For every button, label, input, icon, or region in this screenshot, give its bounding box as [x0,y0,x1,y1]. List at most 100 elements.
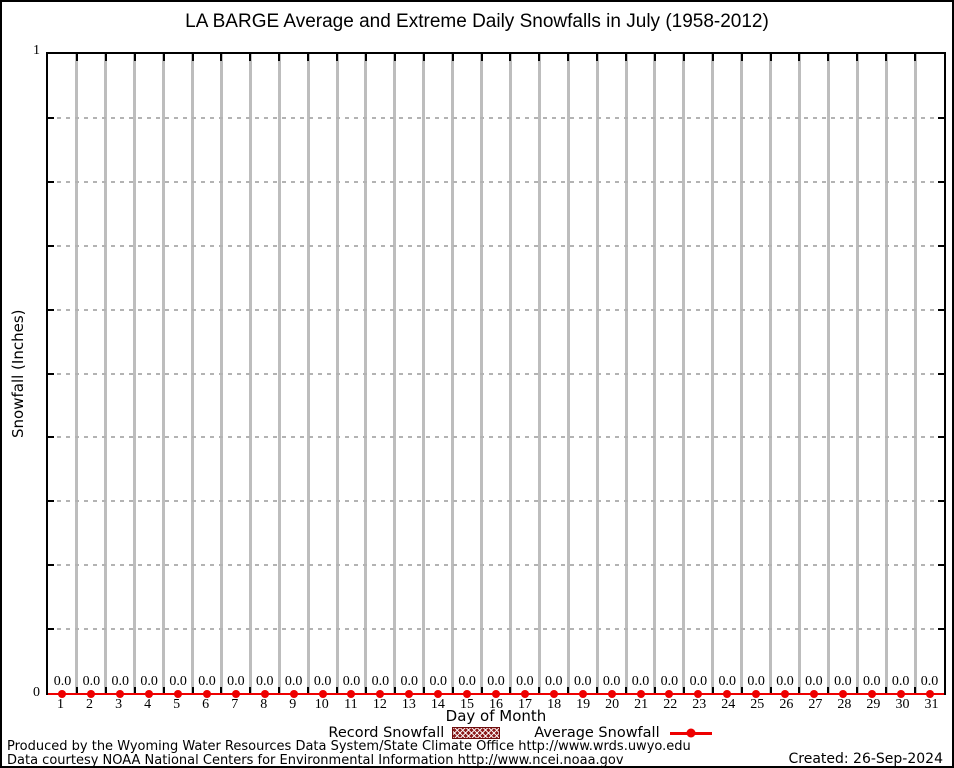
x-boundary-tick-top [682,54,685,61]
point-value-label: 0.0 [689,674,708,689]
point-value-label: 0.0 [140,674,158,689]
x-boundary-tick-top [278,54,281,61]
point-value-label: 0.0 [891,674,910,689]
x-boundary-tick-top [451,54,454,61]
average-snowfall-point [231,690,240,698]
x-boundary-tick-bottom [422,687,425,693]
y-tick-left [48,308,54,311]
x-tick-label: 11 [344,697,358,712]
y-gridline-dotted [48,372,944,375]
average-snowfall-point [463,690,472,698]
x-tick-label: 5 [173,697,181,712]
x-boundary-tick-bottom [133,687,136,693]
x-tick-label: 19 [576,697,591,712]
average-snowfall-point [434,690,443,698]
x-boundary-tick-bottom [307,687,310,693]
x-tick-label: 26 [779,697,794,712]
y-gridline-dotted [48,628,944,631]
x-boundary-tick-top [162,54,165,61]
y-tick-left [48,436,54,439]
point-value-label: 0.0 [53,674,72,689]
x-tick-label: 2 [86,697,94,712]
x-boundary-tick-top [856,54,859,61]
y-gridline-dotted [48,116,944,119]
y-tick-right [938,436,944,439]
point-value-label: 0.0 [516,674,534,689]
point-value-label: 0.0 [834,674,852,689]
y-gridline-dotted [48,308,944,311]
y-tick-left [48,180,54,183]
average-snowfall-point [694,690,703,698]
plot-area: 0.0 0.0 0.0 0.0 0.0 0.0 0.0 0.0 0.0 0.0 0.0 0.0 0.0 0… [46,52,946,698]
x-boundary-tick-top [740,54,743,61]
x-tick-labels: 1 2 3 4 5 6 7 8 9 10 11 12 13 14 15 16 17 18 19 20 21 22 23 24 2… [46,698,946,714]
x-boundary-tick-top [798,54,801,61]
x-tick-label: 20 [605,697,620,712]
average-snowfall-point [145,690,154,698]
x-boundary-tick-bottom [740,687,743,693]
x-tick-label: 9 [289,697,297,712]
x-tick-label: 10 [314,697,329,712]
point-value-label: 0.0 [256,674,274,689]
x-tick-label: 27 [808,697,823,712]
point-value-label: 0.0 [487,674,505,689]
x-boundary-tick-bottom [827,687,830,693]
x-boundary-tick-bottom [769,687,772,693]
x-boundary-tick-top [307,54,310,61]
average-snowfall-point [867,690,876,698]
x-boundary-tick-top [422,54,425,61]
footer-data-courtesy: Data courtesy NOAA National Centers for … [7,753,624,768]
x-tick-label: 31 [924,697,939,712]
average-snowfall-point [492,690,500,698]
x-boundary-tick-bottom [509,687,512,693]
y-tick-right [938,564,944,567]
x-tick-label: 21 [634,697,649,712]
y-tick-left [48,116,54,119]
point-value-label: 0.0 [862,674,881,689]
x-axis-title: Day of Month [445,707,547,725]
average-snowfall-point [809,690,818,698]
point-value-label: 0.0 [631,674,650,689]
x-tick-label: 15 [459,697,474,712]
point-value-label: 0.0 [284,674,303,689]
x-boundary-tick-top [567,54,570,61]
average-snowfall-point [376,690,385,698]
y-gridline-dotted [48,180,944,183]
average-snowfall-point [578,690,587,698]
average-snowfall-point [665,690,674,698]
x-boundary-tick-bottom [856,687,859,693]
average-snowfall-point [520,690,529,698]
y-tick-label-max: 1 [33,43,40,58]
x-tick-label: 28 [837,697,852,712]
x-boundary-tick-top [336,54,339,61]
x-boundary-tick-bottom [711,687,714,693]
x-tick-label: 24 [721,697,736,712]
x-boundary-tick-bottom [567,687,570,693]
x-boundary-tick-bottom [451,687,454,693]
average-snowfall-point [260,690,269,698]
point-value-label: 0.0 [458,674,476,689]
point-value-label: 0.0 [429,674,447,689]
average-snowfall-point [347,690,356,698]
average-snowfall-point [549,690,558,698]
average-snowfall-point [174,690,183,698]
point-value-label: 0.0 [776,674,794,689]
y-tick-right [938,628,944,631]
point-value-label: 0.0 [111,674,130,689]
x-boundary-tick-bottom [653,687,656,693]
x-tick-label: 3 [115,697,123,712]
x-boundary-tick-bottom [336,687,339,693]
average-snowfall-point [318,690,327,698]
point-value-label: 0.0 [342,674,361,689]
x-boundary-tick-top [509,54,512,61]
point-value-label: 0.0 [400,674,419,689]
x-tick-label: 18 [547,697,562,712]
record-snowfall-hatched-swatch [452,727,501,739]
footer-created-date: Created: 26-Sep-2024 [788,751,943,767]
y-tick-left [48,628,54,631]
x-boundary-tick-top [133,54,136,61]
chart-title: LA BARGE Average and Extreme Daily Snowf… [185,11,769,32]
x-boundary-tick-bottom [914,687,917,693]
y-gridline-dotted [48,500,944,503]
y-tick-right [938,308,944,311]
